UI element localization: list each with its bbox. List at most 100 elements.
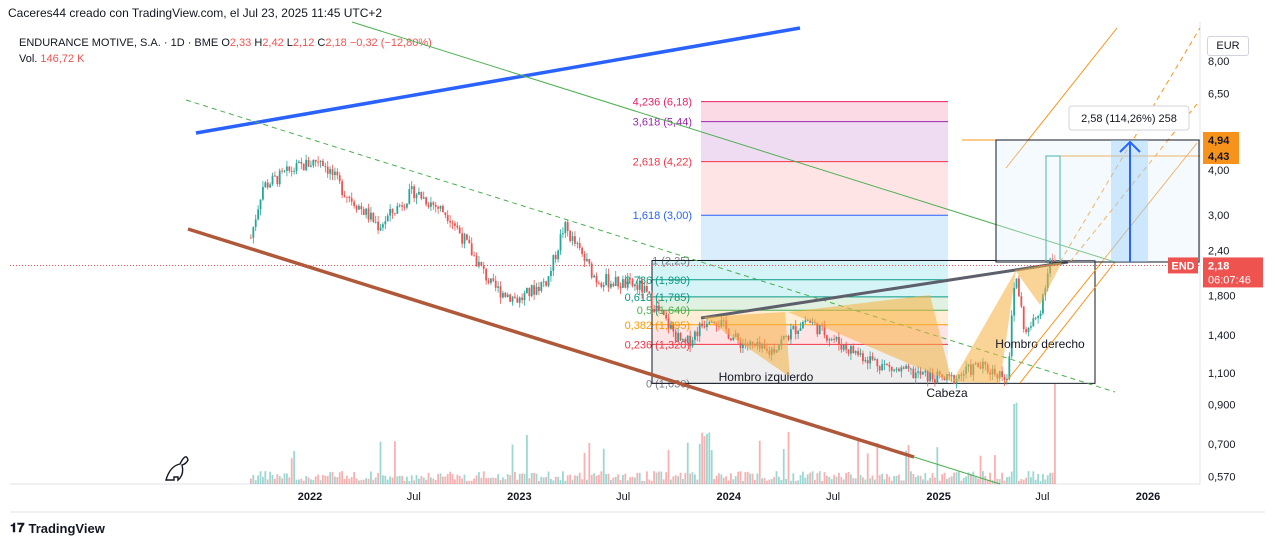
candle-body	[845, 344, 848, 350]
projection-channel-upper[interactable]	[1005, 27, 1118, 169]
projection-channel-base[interactable]	[1019, 261, 1116, 384]
candle-body	[542, 281, 545, 283]
candle-body	[516, 297, 519, 303]
measure-label: 2,58 (114,26%) 258	[1081, 113, 1177, 125]
volume-bar	[624, 473, 627, 484]
volume-bar	[1018, 480, 1020, 484]
candle-body	[581, 247, 584, 255]
candle-body	[341, 181, 344, 196]
candle-body	[624, 279, 627, 288]
volume-bar	[374, 477, 377, 484]
close-label: C	[317, 37, 326, 49]
volume-bar	[806, 474, 809, 484]
volume-bar	[322, 474, 324, 484]
candle-body	[343, 195, 346, 197]
candle-body	[348, 196, 351, 199]
volume-bar	[1020, 478, 1023, 484]
time-tick-label: Jul	[407, 491, 421, 503]
projection-channel-lower[interactable]	[1004, 142, 1198, 384]
candle-body	[264, 182, 267, 188]
candle-body	[334, 171, 336, 176]
volume-bar	[401, 476, 404, 484]
volume-bar	[271, 474, 274, 484]
neckline[interactable]	[700, 260, 1069, 320]
dino-icon[interactable]	[165, 456, 189, 482]
candle-body	[310, 165, 312, 167]
candle-body	[504, 292, 507, 297]
volume-bar	[713, 479, 716, 484]
descending-trend-line[interactable]	[351, 21, 1116, 263]
volume-bar	[689, 473, 692, 484]
candle-body	[451, 222, 454, 224]
fib-level-label: 0,382 (1,495)	[625, 320, 690, 332]
candle-body	[917, 371, 920, 373]
volume-bar	[682, 478, 684, 484]
volume-bar	[727, 480, 730, 484]
dashed-trend-line[interactable]	[185, 99, 1116, 393]
volume-bar	[770, 479, 773, 484]
volume-bar	[794, 480, 797, 484]
volume-bar	[746, 471, 749, 484]
candle-body	[593, 275, 596, 278]
high-value: 2,42	[262, 37, 284, 49]
candle-body	[1037, 316, 1040, 319]
symbol-name[interactable]: ENDURANCE MOTIVE, S.A. · 1D · BME	[19, 37, 219, 49]
volume-bar	[595, 475, 598, 484]
volume-bar	[293, 450, 296, 484]
candle-body	[1020, 296, 1023, 307]
candle-body	[307, 159, 310, 167]
target-price-tag-2: 4,43	[1208, 151, 1229, 163]
candle-body	[358, 205, 360, 210]
volume-bar	[446, 473, 449, 484]
volume-bar	[811, 471, 814, 484]
volume-bar	[1027, 471, 1030, 484]
projection-channel-mid[interactable]	[1069, 103, 1198, 263]
upper-channel-line[interactable]	[195, 26, 801, 135]
volume-bar	[665, 472, 668, 484]
tradingview-brand[interactable]: 𝟏𝟕 TradingView	[10, 520, 105, 536]
volume-bar	[1022, 479, 1025, 484]
volume-bar	[859, 475, 862, 484]
volume-bar	[384, 475, 387, 484]
candle-body	[883, 363, 886, 365]
volume-bar	[996, 478, 999, 484]
volume-bar	[898, 474, 900, 484]
candle-body	[293, 171, 296, 173]
volume-bar	[658, 471, 660, 484]
price-tick-label: 6,50	[1208, 89, 1229, 101]
candle-body	[533, 285, 536, 295]
candle-body	[492, 278, 495, 281]
volume-bar	[490, 477, 492, 484]
measure-box[interactable]	[995, 139, 1200, 263]
volume-bar	[677, 476, 680, 484]
price-tick-label: 3,00	[1208, 210, 1229, 222]
candle-body	[890, 366, 893, 371]
candle-body	[806, 320, 809, 322]
candle-body	[386, 215, 389, 222]
candle-body	[857, 351, 860, 355]
candle-body	[574, 236, 576, 244]
volume-bar	[862, 477, 864, 484]
target-price-tag-1: 4,94	[1208, 135, 1230, 147]
volume-bar	[554, 476, 557, 484]
head-label: Cabeza	[926, 386, 968, 400]
volume-bar	[828, 476, 831, 484]
volume-bar	[725, 476, 728, 484]
volume-bar	[804, 477, 807, 484]
low-label: L	[286, 37, 293, 49]
candle-body	[682, 339, 684, 341]
candle-body	[689, 335, 692, 347]
volume-bar	[962, 477, 965, 484]
candle-body	[281, 170, 284, 172]
candle-body	[538, 286, 540, 291]
measure-arrowhead-icon	[1119, 140, 1141, 153]
lower-channel-line[interactable]	[187, 227, 915, 459]
volume-bar	[833, 474, 836, 484]
volume-bar	[655, 472, 658, 484]
currency-button[interactable]: EUR	[1207, 36, 1249, 56]
volume-bar	[499, 479, 502, 484]
volume-bar	[295, 479, 298, 484]
volume-bar	[600, 471, 603, 484]
trend-line-tail[interactable]	[913, 456, 1001, 485]
